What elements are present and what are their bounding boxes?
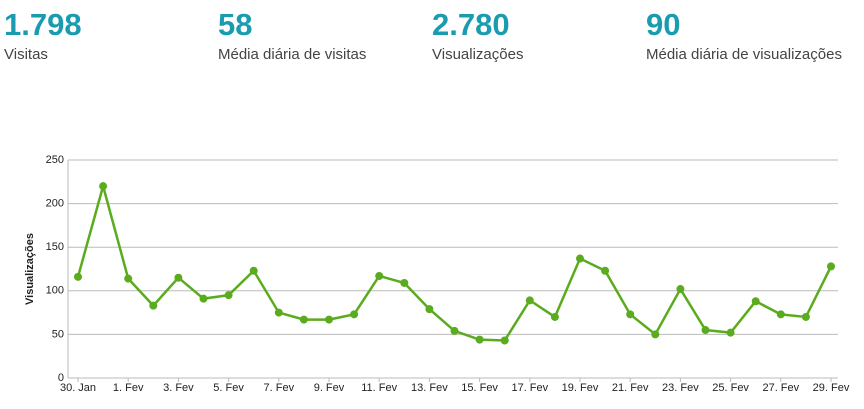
point: [601, 266, 610, 275]
y-tick-label: 150: [46, 241, 64, 253]
point: [174, 273, 183, 282]
x-tick-label: 3. Fev: [163, 382, 194, 394]
point: [224, 291, 233, 300]
x-tick-label: 30. Jan: [60, 382, 96, 394]
point: [626, 310, 635, 319]
point: [99, 182, 108, 191]
point: [149, 301, 158, 310]
x-tick-label: 19. Fev: [562, 382, 599, 394]
point: [550, 312, 559, 321]
point: [576, 254, 584, 263]
x-tick-label: 17. Fev: [511, 382, 548, 394]
x-tick-label: 5. Fev: [213, 382, 244, 394]
x-tick-label: 13. Fev: [411, 382, 448, 394]
point: [400, 278, 409, 287]
stat-value: 58: [218, 7, 253, 42]
point: [651, 330, 660, 339]
point: [726, 328, 735, 337]
x-tick-label: 23. Fev: [662, 382, 699, 394]
point: [525, 296, 534, 305]
point: [375, 271, 384, 280]
point: [124, 274, 133, 283]
point: [249, 266, 258, 275]
point: [199, 294, 208, 303]
y-tick-label: 200: [46, 198, 64, 210]
point: [274, 308, 283, 317]
line: [76, 181, 833, 342]
y-tick-label: 250: [46, 154, 64, 166]
point: [500, 336, 509, 345]
x-tick-label: 21. Fev: [612, 382, 649, 394]
x-tick-label: 27. Fev: [762, 382, 799, 394]
x-tick-label: 7. Fev: [264, 382, 295, 394]
stat-label: Visitas: [4, 46, 48, 63]
stat-label: Média diária de visualizações: [646, 46, 842, 63]
point: [827, 262, 835, 271]
x-tick-label: 25. Fev: [712, 382, 749, 394]
stat-value: 2.780: [432, 7, 510, 42]
point: [676, 285, 685, 294]
point: [299, 315, 308, 324]
stat: 90 Média diária de visualizações: [646, 6, 842, 66]
stat-value: 90: [646, 7, 681, 42]
point: [425, 305, 434, 314]
point: [801, 312, 810, 321]
point: [74, 272, 82, 281]
x-tick-label: 29. Fev: [813, 382, 850, 394]
x-tick-label: 9. Fev: [314, 382, 345, 394]
stat-label: Visualizações: [432, 46, 524, 63]
point: [450, 326, 459, 335]
point: [475, 335, 484, 344]
y-tick-label: 50: [52, 328, 64, 340]
y-axis-label: Visualizações: [24, 233, 36, 305]
y-tick-label: 0: [58, 372, 64, 384]
point: [751, 297, 760, 306]
x-tick-label: 15. Fev: [461, 382, 498, 394]
stat: 58 Média diária de visitas: [218, 6, 366, 66]
point: [350, 310, 359, 319]
stat-label: Média diária de visitas: [218, 46, 367, 63]
stat: 2.780 Visualizações: [432, 6, 523, 66]
x-tick-label: 1. Fev: [113, 382, 144, 394]
x-tick-label: 11. Fev: [361, 382, 397, 394]
stat-value: 1.798: [4, 7, 82, 42]
y-tick-label: 100: [46, 285, 64, 297]
stat: 1.798 Visitas: [4, 6, 82, 66]
point: [776, 310, 785, 319]
point: [325, 315, 333, 324]
point: [701, 326, 710, 335]
